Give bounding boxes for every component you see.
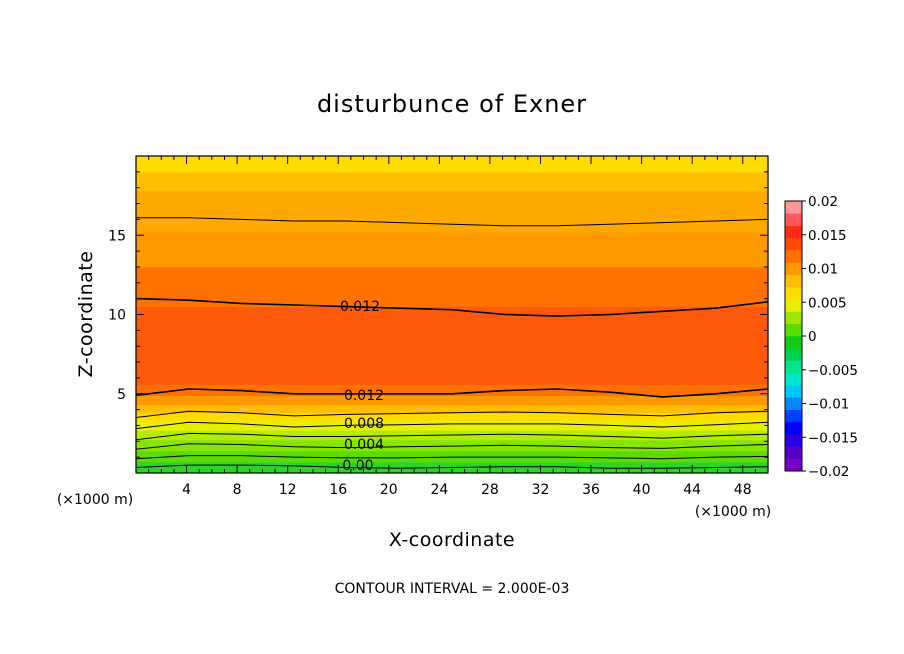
band-fill: [136, 232, 768, 268]
colorbar-swatch: [785, 348, 802, 361]
colorbar-label: 0: [808, 329, 817, 345]
x-tick-label: 44: [683, 482, 701, 498]
contour-line: [136, 443, 768, 450]
colorbar-labels: 0.02 0.015 0.01 0.005 0 −0.005 −0.01 −0.015 −0.0…: [802, 194, 858, 480]
colorbar-label: −0.005: [808, 363, 858, 379]
colorbar-swatch: [785, 385, 802, 398]
filled-bands: [136, 156, 768, 473]
contour-label: 0.012: [340, 299, 380, 315]
contour-label: 0.008: [344, 416, 384, 432]
colorbar-label: −0.015: [808, 430, 858, 446]
contour-line: [136, 432, 768, 441]
plot-area: [136, 156, 768, 473]
colorbar-swatch: [785, 299, 802, 312]
y-tick-label: 10: [108, 308, 126, 324]
colorbar-swatch: [785, 262, 802, 275]
colorbar-label: 0.01: [808, 262, 838, 278]
colorbar-swatch: [785, 274, 802, 288]
contour-line: [136, 421, 768, 430]
x-tick-label: 28: [481, 482, 499, 498]
colorbar-swatch: [785, 311, 802, 325]
band-fill: [136, 336, 768, 385]
x-tick-label: 32: [532, 482, 550, 498]
x-unit-left: (×1000 m): [57, 492, 133, 508]
x-tick-label: 40: [633, 482, 651, 498]
contour-label: 0.004: [344, 437, 384, 453]
y-axis-label: Z-coordinate: [75, 251, 97, 378]
colorbar-label: −0.01: [808, 397, 849, 413]
colorbar-swatch: [785, 409, 802, 423]
colorbar-label: 0.02: [808, 194, 838, 210]
band-fill: [136, 395, 768, 406]
colorbar: 0.02 0.015 0.01 0.005 0 −0.005 −0.01 −0.015 −0.0…: [784, 194, 858, 480]
colorbar-label: −0.02: [808, 464, 849, 480]
band-fill: [136, 439, 768, 452]
band-fill: [136, 190, 768, 233]
x-tick-label: 20: [380, 482, 398, 498]
band-fill: [136, 412, 768, 422]
x-tick-label: 36: [582, 482, 600, 498]
y-tick-label: 5: [117, 387, 126, 403]
band-fill: [136, 384, 768, 396]
band-fill: [136, 171, 768, 192]
colorbar-swatch: [785, 446, 802, 460]
colorbar-swatch: [785, 397, 802, 410]
contour-label: 0.00: [342, 458, 373, 474]
colorbar-label: 0.005: [808, 295, 847, 311]
contour-line: [136, 455, 768, 460]
contour-line: [136, 217, 768, 227]
band-fill: [136, 420, 768, 431]
contour-label: 0.012: [344, 388, 384, 404]
band-fill: [136, 266, 768, 308]
x-tick-label: 8: [233, 482, 242, 498]
contour-line: [136, 388, 768, 398]
colorbar-swatch: [785, 225, 802, 239]
x-tick-label: 4: [182, 482, 191, 498]
contour-line: [136, 297, 768, 317]
x-ticks: 4 8 12 16 20 24 28 32 36 40 44 48: [148, 156, 756, 498]
colorbar-swatch: [785, 360, 802, 374]
y-tick-label: 15: [108, 228, 126, 244]
x-tick-label: 24: [430, 482, 448, 498]
colorbar-swatch: [785, 434, 802, 447]
contour-lines: [136, 217, 768, 469]
colorbar-swatch: [785, 458, 802, 472]
colorbar-swatch: [785, 237, 802, 251]
y-ticks: 5 10 15: [108, 171, 768, 458]
colorbar-swatch: [785, 421, 802, 435]
colorbar-label: 0.015: [808, 228, 847, 244]
chart-title: disturbunce of Exner: [317, 90, 587, 118]
colorbar-swatch: [785, 286, 802, 300]
x-unit-right: (×1000 m): [695, 504, 771, 520]
contour-line: [136, 464, 768, 469]
band-fill: [136, 404, 768, 414]
x-tick-label: 12: [279, 482, 297, 498]
x-axis-label: X-coordinate: [389, 529, 515, 551]
colorbar-swatch: [785, 201, 802, 214]
contour-line: [136, 410, 768, 418]
colorbar-swatch: [785, 336, 802, 349]
contour-interval-note: CONTOUR INTERVAL = 2.000E-03: [335, 581, 570, 597]
colorbar-swatch: [785, 213, 802, 226]
band-fill: [136, 156, 768, 173]
colorbar-swatch: [785, 323, 802, 337]
colorbar-swatches: [785, 201, 802, 472]
x-tick-label: 48: [734, 482, 752, 498]
x-tick-label: 16: [329, 482, 347, 498]
contour-labels: 0.012 0.012 0.008 0.004 0.00: [340, 299, 384, 474]
colorbar-swatch: [785, 372, 802, 386]
colorbar-swatch: [785, 250, 802, 263]
